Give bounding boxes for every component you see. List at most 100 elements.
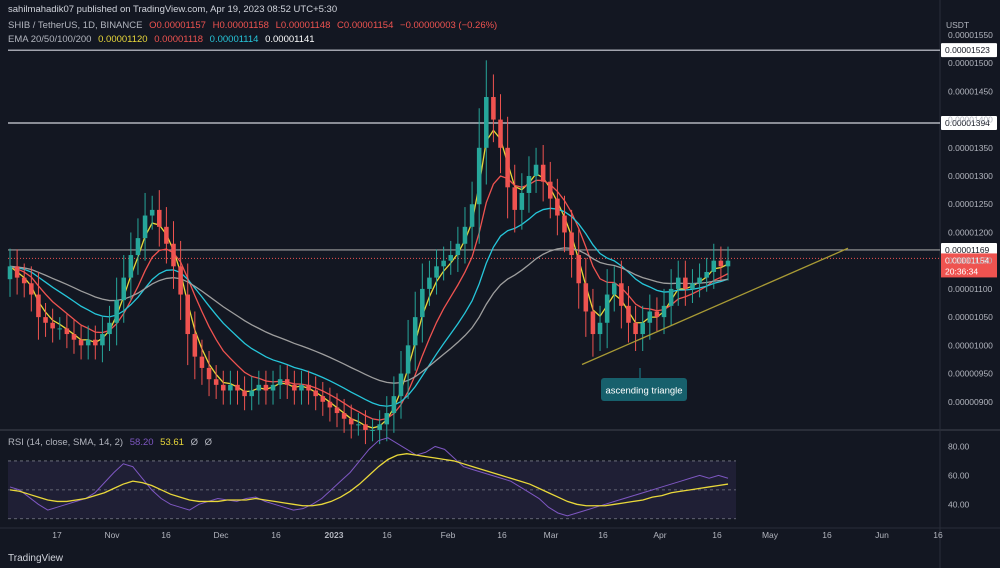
rsi-tick-label: 80.00 [948, 441, 970, 451]
candle-body [455, 243, 461, 256]
candle-body [341, 413, 347, 419]
candle-body [50, 322, 55, 329]
time-tick-label: May [762, 530, 779, 540]
candle-body [626, 305, 631, 323]
rsi-tick-label: 40.00 [948, 499, 970, 509]
candle-body [292, 384, 297, 391]
time-tick-label: Dec [213, 530, 229, 540]
price-tick-label: 0.00001300 [948, 171, 993, 181]
rsi-line [9, 437, 729, 517]
candle-body [476, 147, 482, 205]
candle-body [640, 322, 645, 335]
rsi-pane [8, 437, 736, 520]
candle-body [619, 283, 624, 306]
candle-body [519, 192, 525, 210]
candle-body [405, 345, 411, 374]
price-tick-label: 0.00001200 [948, 227, 993, 237]
candle-body [484, 97, 489, 148]
candle-body [661, 305, 667, 318]
candle-body [185, 294, 190, 335]
tradingview-logo[interactable]: TradingView [8, 553, 63, 564]
candle-body [36, 294, 41, 318]
candle-body [420, 288, 425, 318]
time-tick-label: 16 [161, 530, 171, 540]
level-badge-text: 0.00001169 [945, 245, 990, 255]
candle-body [441, 260, 446, 267]
level-badge [941, 43, 997, 58]
level-badge [941, 115, 997, 130]
candle-body [526, 176, 532, 193]
candle-body [78, 339, 84, 346]
candle-body [533, 164, 539, 177]
level-badge-text: 0.00001394 [945, 118, 990, 128]
candle-body [363, 424, 368, 430]
price-tick-label: 0.00001500 [948, 58, 993, 68]
time-axis[interactable]: 17 Nov 16 Dec 16 2023 16 Feb 16 Mar 16 Apr 16 May 16 Ju… [52, 530, 943, 540]
candle-body [576, 255, 581, 284]
candle-body [462, 226, 468, 244]
candle-body [647, 311, 653, 323]
publisher-text: sahilmahadik07 published on TradingView.… [8, 4, 338, 15]
candle-body [348, 418, 354, 425]
candle-body [7, 266, 13, 280]
candle-body [192, 334, 198, 357]
candle-body [505, 147, 510, 188]
candle-body [320, 396, 326, 402]
ema100-line [9, 207, 729, 407]
candles [7, 60, 731, 445]
candle-body [491, 97, 496, 120]
ema-label: EMA 20/50/100/200 [8, 34, 92, 45]
annotation: ascending triangle [601, 378, 687, 401]
ohlc-change: −0.00000003 (−0.26%) [400, 20, 498, 31]
price-tick-label: 0.00001150 [948, 256, 993, 266]
time-tick-label: Jun [875, 530, 889, 540]
candle-body [135, 238, 141, 256]
rsi-tick-label: 60.00 [948, 470, 970, 480]
candle-body [434, 266, 439, 278]
ohlc-high: H0.00001158 [212, 20, 269, 31]
candle-body [327, 401, 333, 408]
candle-body [583, 283, 589, 312]
annotation-text: ascending triangle [605, 386, 682, 397]
ema50-line [9, 175, 729, 421]
candle-body [71, 334, 77, 340]
candle-body [107, 322, 112, 335]
price-tick-label: 0.00001000 [948, 340, 993, 350]
ema-legend: EMA 20/50/100/200 0.00001120 0.00001118 … [8, 34, 319, 45]
ohlc-open: O0.00001157 [149, 20, 206, 31]
candle-body [697, 277, 702, 284]
candle-body [611, 283, 617, 295]
symbol-line: SHIB / TetherUS, 1D, BINANCE O0.00001157… [8, 20, 501, 31]
candle-body [725, 260, 731, 267]
time-tick-label: 17 [52, 530, 62, 540]
candle-body [548, 181, 553, 199]
candle-body [228, 384, 233, 391]
ohlc-close: C0.00001154 [337, 20, 394, 31]
candle-body [157, 209, 162, 227]
candle-body [263, 384, 269, 391]
candle-body [370, 430, 375, 431]
publisher-line: sahilmahadik07 published on TradingView.… [8, 4, 341, 15]
candle-body [540, 164, 546, 182]
tradingview-text: TradingView [8, 553, 64, 564]
candle-body [57, 328, 63, 330]
price-tick-label: 0.00001450 [948, 86, 993, 96]
time-tick-label: 16 [598, 530, 608, 540]
candle-body [675, 277, 681, 289]
candle-body [277, 379, 283, 385]
candle-body [391, 396, 397, 414]
candle-body [43, 317, 48, 323]
rsi-legend: RSI (14, close, SMA, 14, 2) 58.20 53.61 … [8, 437, 216, 448]
candle-body [704, 271, 709, 278]
candle-body [220, 384, 226, 391]
rsi-value: 58.20 [129, 437, 154, 448]
candle-body [633, 322, 638, 335]
time-tick-label: 2023 [325, 530, 344, 540]
rsi-sma-line [9, 453, 729, 507]
time-tick-label: Nov [104, 530, 120, 540]
candle-body [164, 226, 169, 244]
candle-body [284, 379, 290, 385]
candle-body [29, 283, 34, 295]
